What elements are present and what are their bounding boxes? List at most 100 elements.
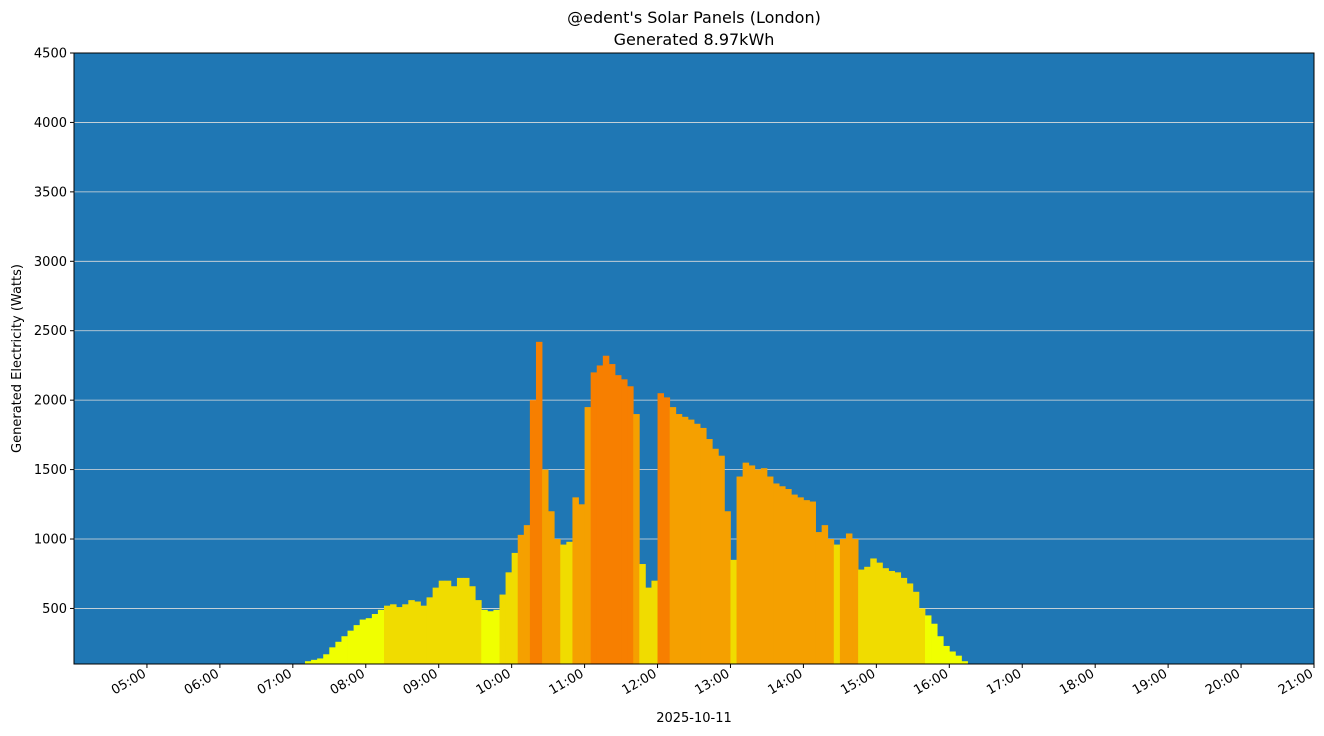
generation-bar — [730, 559, 737, 664]
y-tick-label: 1500 — [34, 463, 67, 478]
generation-bar — [912, 591, 920, 664]
generation-bar — [341, 636, 348, 664]
generation-bar — [596, 365, 604, 664]
generation-bar — [432, 587, 440, 664]
generation-bar — [608, 364, 616, 664]
generation-bar — [839, 539, 847, 664]
x-tick-label: 13:00 — [693, 666, 733, 698]
generation-bar — [639, 564, 646, 664]
generation-bar — [633, 414, 640, 664]
generation-bar — [736, 476, 744, 664]
generation-bar — [681, 416, 689, 664]
generation-bar — [779, 486, 786, 664]
generation-bar — [627, 386, 634, 664]
generation-bar — [706, 439, 713, 664]
generation-bar — [444, 580, 452, 664]
generation-bar — [845, 533, 853, 664]
generation-bar — [773, 483, 780, 664]
x-tick-label: 12:00 — [620, 666, 660, 698]
generation-bar — [414, 601, 421, 664]
generation-bar — [724, 511, 731, 664]
generation-bar — [487, 611, 494, 664]
generation-bar — [475, 600, 482, 664]
generation-bar — [578, 504, 585, 664]
generation-bar — [803, 500, 810, 664]
generation-bar — [329, 647, 336, 664]
chart-title-line1: @edent's Solar Panels (London) — [567, 8, 821, 27]
generation-bar — [517, 534, 525, 664]
generation-bar — [402, 604, 409, 664]
generation-bar — [943, 645, 950, 664]
generation-bar — [499, 594, 506, 664]
generation-bar — [408, 600, 415, 664]
generation-bar — [669, 407, 677, 664]
generation-bar — [748, 465, 756, 664]
generation-bar — [511, 552, 519, 664]
chart-title-line2: Generated 8.97kWh — [614, 30, 775, 49]
generation-bar — [396, 607, 403, 664]
x-tick-label: 17:00 — [984, 666, 1024, 698]
x-tick-label: 21:00 — [1276, 666, 1316, 698]
generation-bar — [548, 511, 555, 664]
generation-bar — [384, 605, 391, 664]
y-tick-label: 3000 — [34, 255, 67, 270]
generation-bar — [493, 609, 500, 664]
x-tick-label: 06:00 — [182, 666, 222, 698]
y-tick-label: 1000 — [34, 533, 67, 548]
generation-bar — [584, 407, 592, 664]
x-axis: 05:00 06:00 07:00 08:00 09:00 10:00 11:00 12:00… — [109, 664, 1316, 698]
generation-bar — [560, 544, 567, 664]
generation-bar — [377, 609, 385, 664]
generation-bar — [694, 423, 701, 664]
generation-bar — [931, 623, 938, 664]
x-tick-label: 11:00 — [547, 666, 587, 698]
generation-bar — [858, 569, 865, 664]
x-tick-label: 05:00 — [109, 666, 149, 698]
generation-bar — [469, 586, 476, 664]
x-tick-label: 10:00 — [474, 666, 514, 698]
x-tick-label: 09:00 — [401, 666, 441, 698]
y-tick-label: 4500 — [34, 47, 67, 62]
y-axis: 500 1000 1500 2000 2500 3000 3500 4000 4500 — [34, 47, 74, 617]
x-axis-label: 2025-10-11 — [656, 711, 732, 726]
generation-bar — [505, 572, 513, 664]
generation-bar — [712, 448, 719, 664]
y-axis-label: Generated Electricity (Watts) — [10, 264, 25, 453]
generation-bar — [614, 375, 622, 664]
generation-bar — [456, 577, 464, 664]
generation-bar — [426, 597, 434, 664]
generation-bar — [554, 539, 561, 664]
generation-bar — [602, 355, 610, 664]
generation-bar — [371, 614, 379, 664]
x-tick-label: 15:00 — [838, 666, 878, 698]
generation-bar — [864, 566, 871, 664]
generation-bar — [888, 570, 895, 664]
x-tick-label: 20:00 — [1203, 666, 1243, 698]
generation-bar — [359, 619, 367, 664]
generation-bar — [438, 580, 446, 664]
generation-bar — [766, 476, 774, 664]
generation-bar — [906, 583, 914, 664]
generation-bar — [675, 414, 683, 664]
y-tick-label: 2500 — [34, 324, 67, 339]
generation-bar — [365, 618, 373, 664]
generation-bar — [791, 494, 798, 664]
generation-bar — [700, 427, 707, 664]
generation-bar — [876, 562, 883, 664]
generation-bar — [353, 625, 361, 664]
generation-bars — [304, 341, 968, 664]
generation-bar — [894, 572, 902, 664]
generation-bar — [785, 489, 792, 664]
generation-bar — [347, 630, 355, 664]
generation-bar — [450, 586, 458, 664]
generation-bar — [833, 544, 841, 664]
generation-bar — [852, 539, 859, 664]
generation-bar — [420, 605, 427, 664]
generation-bar — [870, 558, 877, 664]
generation-bar — [900, 577, 908, 664]
generation-bar — [535, 341, 543, 664]
generation-bar — [760, 468, 768, 664]
generation-bar — [572, 497, 579, 664]
generation-bar — [918, 608, 926, 664]
